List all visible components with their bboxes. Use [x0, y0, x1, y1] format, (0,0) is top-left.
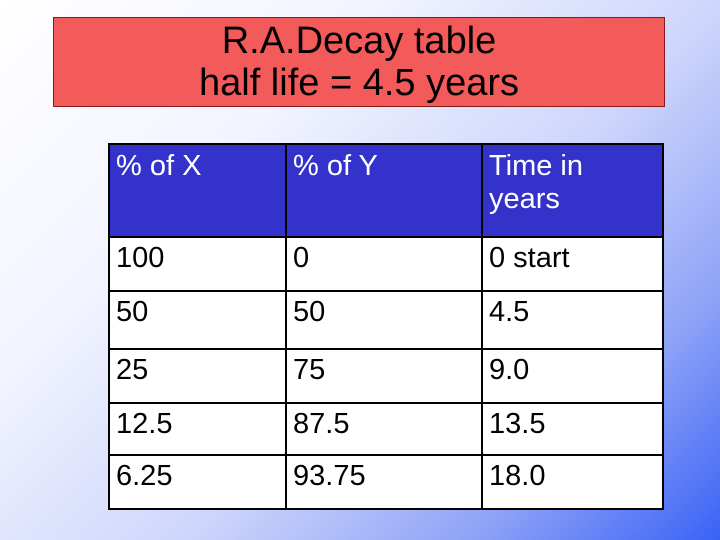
table-row: 100 0 0 start: [108, 236, 664, 292]
cell-time: 9.0: [481, 348, 664, 404]
table-header-row: % of X % of Y Time in years: [108, 143, 664, 238]
cell-percent-y: 75: [285, 348, 483, 404]
decay-table: % of X % of Y Time in years 100 0 0 star…: [108, 143, 664, 510]
cell-percent-y: 50: [285, 290, 483, 350]
cell-time: 18.0: [481, 454, 664, 510]
cell-time: 4.5: [481, 290, 664, 350]
cell-percent-x: 25: [108, 348, 287, 404]
title-line-2: half life = 4.5 years: [198, 62, 519, 104]
cell-percent-x: 12.5: [108, 402, 287, 456]
cell-percent-x: 100: [108, 236, 287, 292]
title-line-1: R.A.Decay table: [221, 20, 497, 62]
cell-time: 0 start: [481, 236, 664, 292]
header-percent-y: % of Y: [285, 143, 483, 238]
cell-percent-x: 50: [108, 290, 287, 350]
cell-percent-x: 6.25: [108, 454, 287, 510]
cell-percent-y: 93.75: [285, 454, 483, 510]
header-time-years: Time in years: [481, 143, 664, 238]
table-row: 50 50 4.5: [108, 290, 664, 350]
table-row: 6.25 93.75 18.0: [108, 454, 664, 510]
header-percent-x: % of X: [108, 143, 287, 238]
slide-title: R.A.Decay table half life = 4.5 years: [53, 17, 665, 107]
cell-time: 13.5: [481, 402, 664, 456]
table-row: 12.5 87.5 13.5: [108, 402, 664, 456]
cell-percent-y: 87.5: [285, 402, 483, 456]
table-row: 25 75 9.0: [108, 348, 664, 404]
cell-percent-y: 0: [285, 236, 483, 292]
